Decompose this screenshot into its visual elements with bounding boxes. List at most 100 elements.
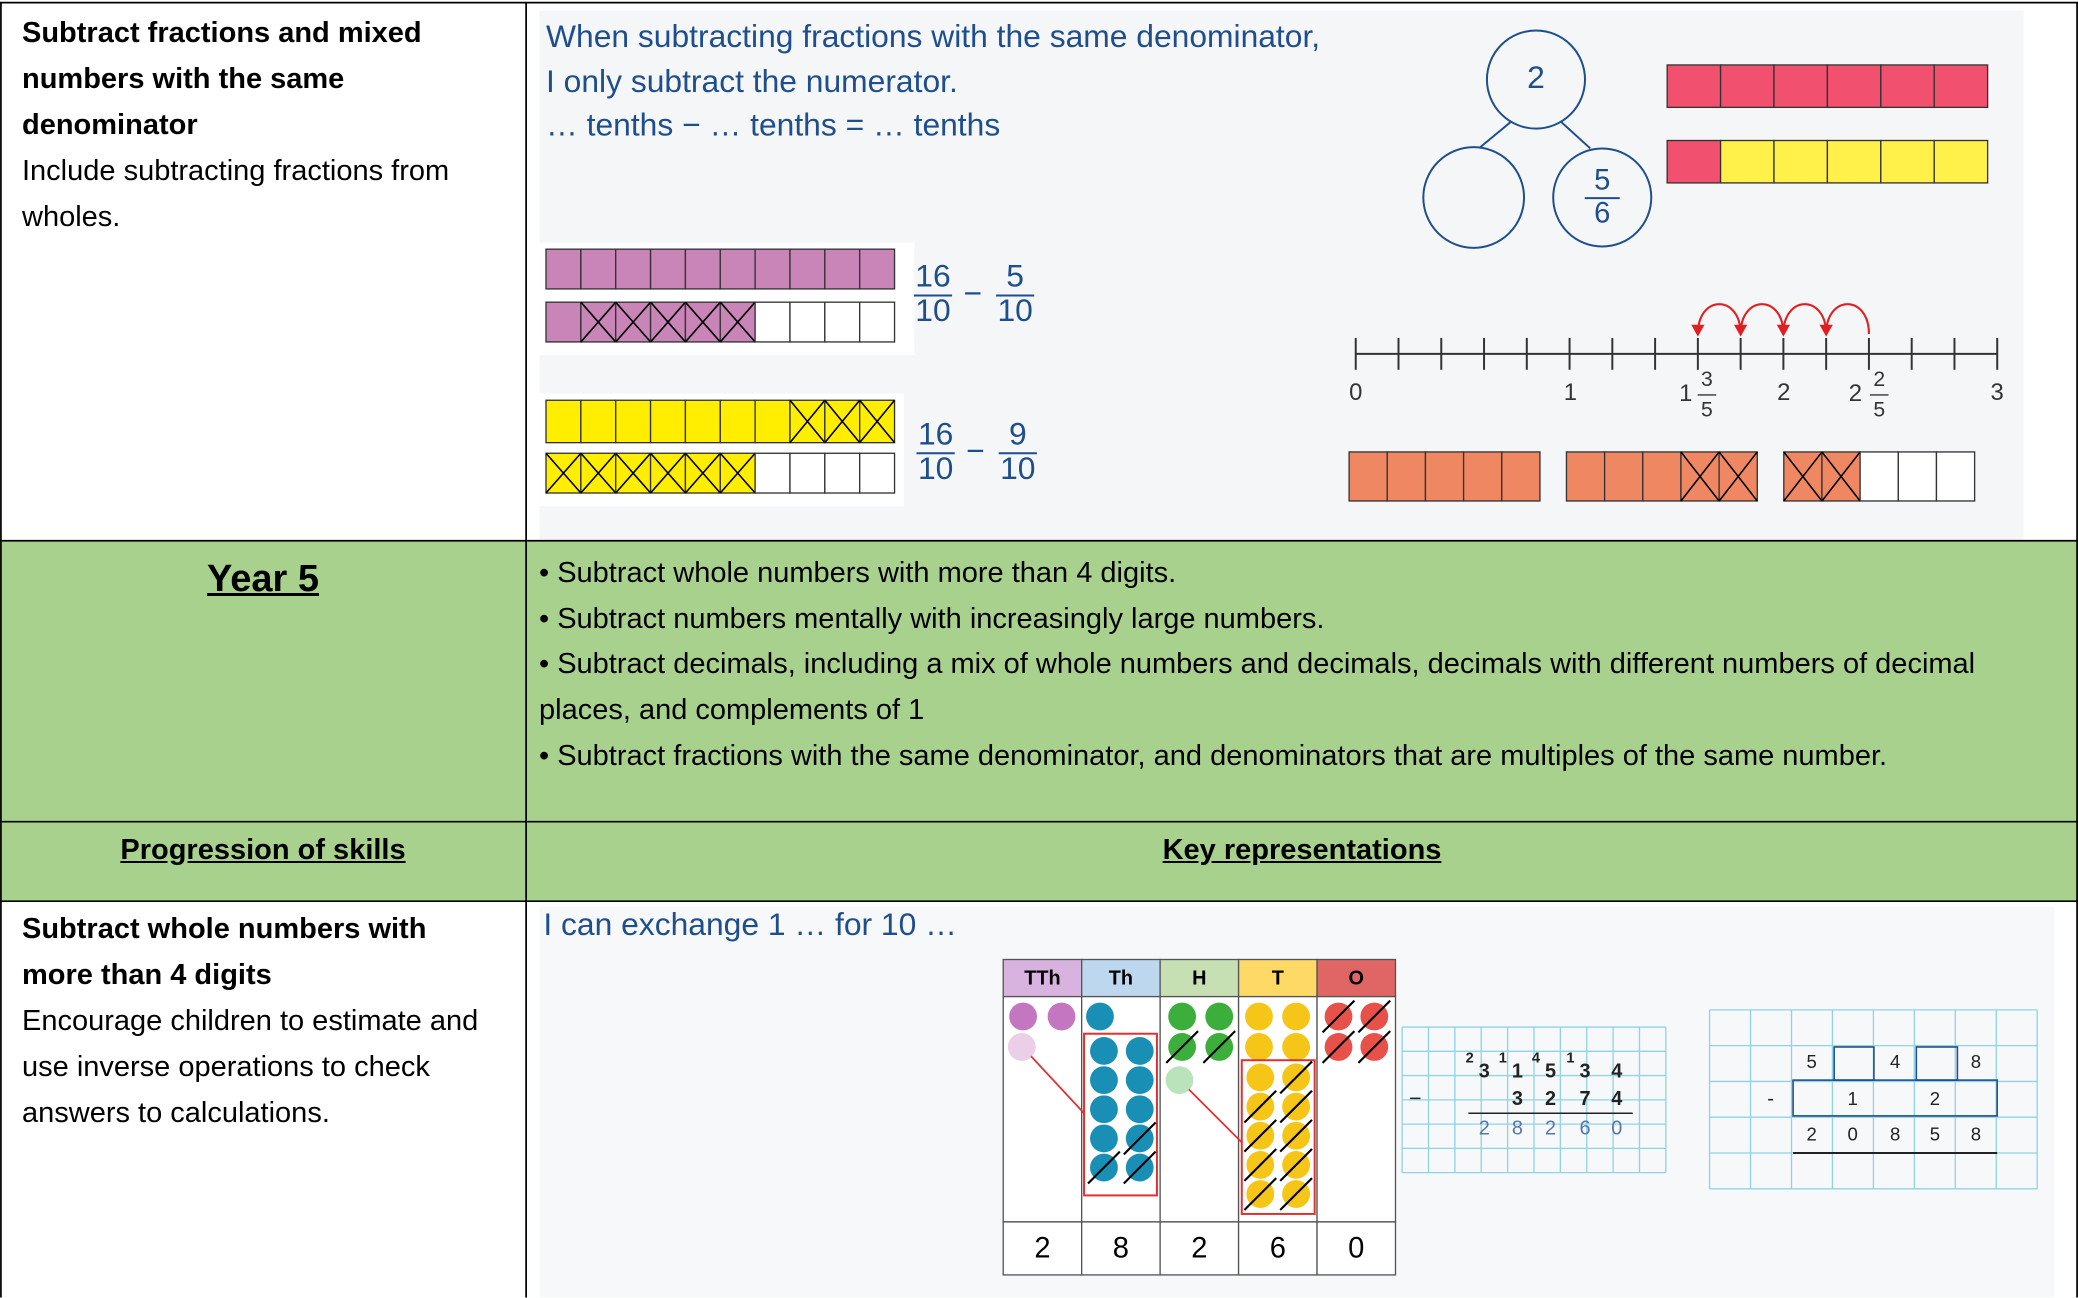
pv-result xyxy=(1002,1221,1083,1276)
bar-cell xyxy=(1501,451,1541,502)
label: 6 xyxy=(1579,1117,1590,1139)
connector xyxy=(1560,121,1591,150)
counter xyxy=(1047,1002,1076,1031)
bar-cell xyxy=(580,399,617,444)
counter xyxy=(1007,1033,1036,1061)
cross xyxy=(789,399,826,444)
label: 2 xyxy=(1466,1051,1474,1067)
bar-cell xyxy=(754,452,791,494)
cross xyxy=(684,452,721,494)
bar-cell xyxy=(1666,64,1722,109)
label: 7 xyxy=(1579,1088,1590,1110)
jump-arc xyxy=(1696,303,1742,334)
bar-cell xyxy=(1826,139,1882,184)
connector xyxy=(1479,121,1512,148)
label: 1 xyxy=(1512,1060,1523,1082)
cross xyxy=(1202,1030,1236,1064)
exchange-box xyxy=(1240,1059,1316,1215)
bullet: • Subtract fractions with the same denom… xyxy=(539,739,1888,772)
pv-column xyxy=(1316,995,1397,1223)
arrowhead xyxy=(1819,324,1833,337)
bar-cell xyxy=(754,248,791,290)
pv-column xyxy=(1159,995,1240,1223)
cross xyxy=(1165,1030,1199,1064)
bar-cell xyxy=(1880,64,1935,109)
label: − xyxy=(966,433,985,469)
cross xyxy=(580,301,617,343)
label: 3 xyxy=(1579,1060,1590,1082)
bar-cell xyxy=(824,452,861,494)
cross xyxy=(1243,1089,1277,1124)
label: 10 xyxy=(997,292,1032,328)
label: 3 xyxy=(1479,1060,1490,1082)
counter xyxy=(1009,1002,1038,1031)
pv-header xyxy=(1159,958,1240,998)
bar-cell xyxy=(719,248,756,290)
bar-cell xyxy=(1666,139,1722,184)
bar-cell xyxy=(1826,64,1882,109)
skill-cell: Subtract whole numbers with more than 4 … xyxy=(22,906,502,1136)
cross xyxy=(580,452,617,494)
label: 6 xyxy=(1270,1232,1286,1264)
cross xyxy=(1279,1089,1313,1124)
label: 5 xyxy=(1545,1060,1556,1082)
label: 6 xyxy=(1594,197,1610,229)
label: 4 xyxy=(1532,1051,1541,1067)
label: 3 xyxy=(1991,379,2004,406)
label: 8 xyxy=(1890,1124,1900,1145)
label: 1 xyxy=(1564,379,1577,406)
cross xyxy=(1321,999,1356,1034)
label: 2 xyxy=(1873,368,1885,391)
counter xyxy=(1125,1066,1154,1095)
cross xyxy=(1718,451,1758,502)
column-header: Progression of skills xyxy=(120,834,406,866)
pv-column xyxy=(1002,995,1083,1223)
counter xyxy=(1090,1124,1118,1153)
bar-cell xyxy=(1773,64,1829,109)
cross xyxy=(859,399,896,444)
counter xyxy=(1168,1002,1197,1031)
sentences: When subtracting fractions with the same… xyxy=(543,18,1320,942)
bar-cell xyxy=(580,248,617,290)
bar-cell xyxy=(1880,139,1935,184)
part-whole-circle xyxy=(1422,146,1526,249)
label: H xyxy=(1192,968,1206,990)
part-whole-circle xyxy=(1552,147,1653,248)
label: 5 xyxy=(1930,1124,1940,1145)
counter xyxy=(1282,1002,1311,1031)
label: 2 xyxy=(1191,1232,1207,1264)
bar-cell xyxy=(1462,451,1503,502)
counter xyxy=(1090,1037,1118,1065)
cross xyxy=(719,452,756,494)
exchange-box xyxy=(1083,1032,1158,1197)
bar-cell xyxy=(615,248,652,290)
cross xyxy=(1087,1150,1121,1185)
label: 0 xyxy=(1848,1124,1858,1145)
label: − xyxy=(963,275,982,311)
bar-cell xyxy=(545,301,582,343)
label: 3 xyxy=(1701,368,1713,391)
label: 1 xyxy=(1566,1051,1574,1067)
bullet: • Subtract whole numbers with more than … xyxy=(539,557,1177,589)
label: 2 xyxy=(1479,1117,1490,1139)
counter xyxy=(1165,1066,1194,1095)
place-box xyxy=(1792,1079,1998,1117)
bar-cell xyxy=(824,248,861,290)
cross xyxy=(824,399,861,444)
bar-cell xyxy=(1773,139,1829,184)
bullet: • Subtract decimals, including a mix of … xyxy=(539,648,1976,727)
cross xyxy=(1243,1119,1277,1153)
pv-result xyxy=(1316,1221,1397,1276)
label: 4 xyxy=(1611,1088,1622,1110)
bar-cell xyxy=(1719,64,1775,109)
label: 8 xyxy=(1971,1124,1981,1145)
label: 5 xyxy=(1806,1051,1816,1072)
bar-cell xyxy=(859,248,896,290)
label: 5 xyxy=(1701,398,1713,421)
bar-cell xyxy=(719,399,756,444)
bar-cell xyxy=(1933,64,1989,109)
counter xyxy=(1205,1002,1234,1031)
